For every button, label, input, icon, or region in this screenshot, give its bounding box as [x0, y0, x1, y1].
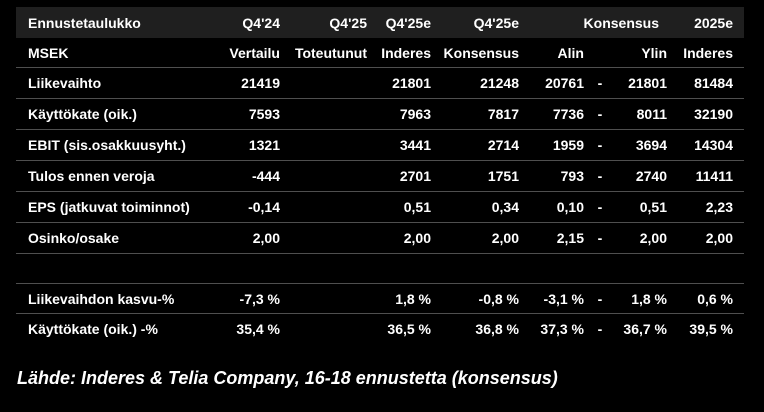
header-inderes-2025: Inderes [683, 44, 733, 61]
row-label: EPS (jatkuvat toiminnot) [28, 199, 190, 215]
header-q425e-konsensus: Q4'25e [473, 14, 519, 31]
source-note: Lähde: Inderes & Telia Company, 16-18 en… [17, 368, 558, 388]
cell-ylin: 8011 [636, 106, 667, 122]
cell-inderes: 7963 [399, 106, 431, 122]
table-row: Liikevaihdon kasvu-% -7,3 % 1,8 % -0,8 %… [16, 284, 744, 314]
cell-konsensus: 2,00 [491, 230, 519, 246]
range-dash: - [597, 75, 603, 91]
table-header-period-row: Ennustetaulukko Q4'24 Q4'25 Q4'25e Q4'25… [16, 7, 744, 38]
cell-inderes-2025: 32190 [694, 106, 733, 122]
range-dash: - [597, 199, 603, 215]
cell-vertailu: -0,14 [248, 199, 280, 215]
cell-inderes-2025: 11411 [695, 168, 733, 184]
cell-konsensus: 2714 [487, 137, 519, 153]
cell-konsensus: -0,8 % [478, 290, 519, 307]
row-label: Tulos ennen veroja [28, 168, 155, 184]
cell-inderes-2025: 39,5 % [689, 321, 733, 337]
cell-alin: 793 [560, 168, 584, 184]
cell-alin: 7736 [552, 106, 584, 122]
header-2025e: 2025e [694, 14, 733, 31]
table-row: Käyttökate (oik.) 7593 7963 7817 7736 - … [16, 99, 744, 130]
row-label: Käyttökate (oik.) -% [28, 321, 158, 337]
cell-inderes: 0,51 [403, 199, 431, 215]
cell-inderes: 2701 [399, 168, 431, 184]
cell-inderes-2025: 14304 [694, 137, 733, 153]
cell-alin: -3,1 % [543, 290, 584, 307]
cell-alin: 20761 [545, 75, 584, 91]
row-label: Liikevaihdon kasvu-% [28, 290, 175, 307]
range-dash: - [597, 137, 603, 153]
cell-inderes-2025: 81484 [694, 75, 733, 91]
header-inderes: Inderes [381, 44, 431, 61]
cell-vertailu: 2,00 [252, 230, 280, 246]
cell-alin: 2,15 [556, 230, 584, 246]
header-msek: MSEK [28, 44, 69, 61]
header-q424: Q4'24 [242, 14, 280, 31]
row-label: EBIT (sis.osakkuusyht.) [28, 137, 186, 153]
cell-konsensus: 36,8 % [475, 321, 519, 337]
header-konsensus: Konsensus [443, 44, 519, 61]
table-row: Osinko/osake 2,00 2,00 2,00 2,15 - 2,00 … [16, 223, 744, 254]
header-konsensus-range: Konsensus [583, 14, 659, 31]
cell-ylin: 36,7 % [623, 321, 667, 337]
header-alin: Alin [557, 44, 584, 61]
cell-konsensus: 21248 [480, 75, 519, 91]
cell-inderes: 2,00 [403, 230, 431, 246]
table-row: Liikevaihto 21419 21801 21248 20761 - 21… [16, 68, 744, 99]
table-title: Ennustetaulukko [28, 14, 141, 31]
cell-ylin: 2740 [635, 168, 667, 184]
range-dash: - [597, 290, 603, 307]
cell-vertailu: 35,4 % [236, 321, 280, 337]
cell-inderes-2025: 2,23 [705, 199, 733, 215]
cell-konsensus: 1751 [487, 168, 519, 184]
table-header-unit-row: MSEK Vertailu Toteutunut Inderes Konsens… [16, 38, 744, 68]
table-row: Tulos ennen veroja -444 2701 1751 793 - … [16, 161, 744, 192]
forecast-table: Ennustetaulukko Q4'24 Q4'25 Q4'25e Q4'25… [16, 7, 744, 344]
cell-vertailu: -444 [251, 168, 280, 184]
row-label: Osinko/osake [28, 230, 120, 246]
header-vertailu: Vertailu [229, 44, 280, 61]
cell-vertailu: -7,3 % [239, 290, 280, 307]
cell-vertailu: 1321 [248, 137, 280, 153]
table-row: EPS (jatkuvat toiminnot) -0,14 0,51 0,34… [16, 192, 744, 223]
cell-alin: 0,10 [556, 199, 584, 215]
cell-konsensus: 7817 [487, 106, 519, 122]
cell-inderes: 36,5 % [387, 321, 431, 337]
cell-ylin: 1,8 % [631, 290, 667, 307]
cell-konsensus: 0,34 [491, 199, 519, 215]
row-label: Käyttökate (oik.) [28, 106, 137, 122]
header-q425: Q4'25 [329, 14, 367, 31]
cell-inderes: 1,8 % [395, 290, 431, 307]
cell-inderes-2025: 0,6 % [697, 290, 733, 307]
header-ylin: Ylin [641, 44, 667, 61]
cell-ylin: 21801 [628, 75, 667, 91]
range-dash: - [597, 106, 603, 122]
header-toteutunut: Toteutunut [294, 44, 367, 61]
cell-inderes: 21801 [392, 75, 431, 91]
range-dash: - [597, 168, 603, 184]
table-row: EBIT (sis.osakkuusyht.) 1321 3441 2714 1… [16, 130, 744, 161]
cell-alin: 37,3 % [540, 321, 584, 337]
cell-vertailu: 21419 [241, 75, 280, 91]
table-spacer-row [16, 254, 744, 284]
range-dash: - [597, 321, 603, 337]
range-dash: - [597, 230, 603, 246]
table-row: Käyttökate (oik.) -% 35,4 % 36,5 % 36,8 … [16, 314, 744, 344]
row-label: Liikevaihto [28, 75, 102, 91]
cell-inderes: 3441 [399, 137, 431, 153]
cell-ylin: 2,00 [639, 230, 667, 246]
cell-ylin: 3694 [635, 137, 667, 153]
cell-ylin: 0,51 [639, 199, 667, 215]
cell-inderes-2025: 2,00 [705, 230, 733, 246]
cell-alin: 1959 [552, 137, 584, 153]
cell-vertailu: 7593 [248, 106, 280, 122]
header-q425e-inderes: Q4'25e [385, 14, 431, 31]
